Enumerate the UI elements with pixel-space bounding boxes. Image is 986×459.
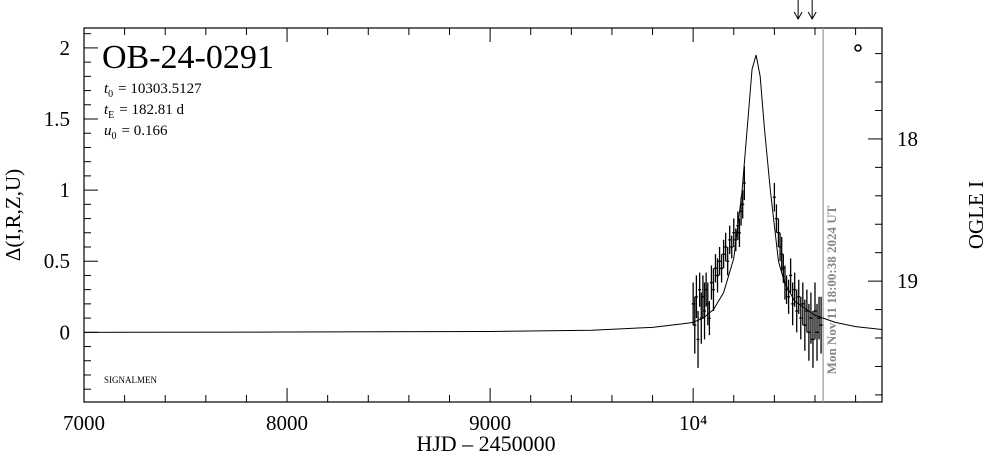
- error-bar: [732, 218, 736, 247]
- error-bar: [703, 282, 707, 340]
- timestamp: Mon Nov 11 18:00:38 2024 UT: [824, 205, 839, 374]
- parameter-symbol: t: [104, 102, 109, 118]
- error-bar: [789, 258, 793, 293]
- y2-tick-label: 18: [897, 127, 918, 151]
- x-axis-label: HJD – 2450000: [416, 431, 555, 456]
- error-bar: [730, 235, 734, 259]
- error-bar: [811, 310, 815, 368]
- plot-frame: [83, 27, 883, 403]
- y2-axis-label: OGLE I: [964, 181, 986, 249]
- error-bar: [698, 272, 702, 307]
- error-bar: [795, 289, 799, 333]
- parameter-subscript: 0: [108, 89, 113, 100]
- y2-tick-label: 19: [897, 269, 918, 293]
- error-bar: [724, 232, 728, 262]
- error-bar: [805, 289, 809, 333]
- error-bar: [803, 299, 807, 351]
- error-bar: [819, 296, 823, 354]
- parameter: u0 = 0.166: [104, 123, 168, 142]
- error-bar: [809, 292, 813, 344]
- error-bar: [694, 275, 698, 319]
- error-bar: [797, 279, 801, 314]
- plot-area: [84, 54, 882, 368]
- y-tick-label: 1: [60, 178, 71, 202]
- y-tick-label: 0.5: [44, 249, 70, 273]
- parameter-symbol: u: [104, 123, 112, 139]
- y-tick-label: 0: [60, 320, 71, 344]
- error-bar: [728, 225, 732, 255]
- parameter-subscript: E: [108, 110, 114, 121]
- y-tick-label: 1.5: [44, 107, 70, 131]
- error-bar: [815, 303, 819, 361]
- error-bar: [742, 165, 746, 201]
- symbol: [854, 44, 862, 52]
- error-bar: [799, 296, 803, 340]
- error-bar: [709, 265, 713, 300]
- x-tick-label: 7000: [63, 411, 105, 435]
- x-tick-label: 10⁴: [679, 411, 707, 435]
- error-bar: [780, 237, 784, 272]
- y-axis-label: Δ(I,R,Z,U): [1, 169, 25, 261]
- chart-title: OB-24-0291: [102, 39, 274, 76]
- error-bar: [696, 310, 700, 368]
- error-bar: [774, 204, 778, 233]
- error-bar: [785, 275, 789, 304]
- error-bar: [693, 296, 697, 354]
- error-bar: [722, 239, 726, 269]
- error-bar: [772, 183, 776, 212]
- error-bar: [713, 254, 717, 283]
- arrow: [793, 0, 803, 21]
- note: SIGNALMEN: [104, 375, 157, 385]
- error-bar: [787, 279, 791, 314]
- parameter-value: = 182.81 d: [119, 102, 184, 118]
- y-tick-label: 2: [60, 36, 71, 60]
- error-bar: [718, 246, 722, 276]
- parameter-value: = 10303.5127: [118, 81, 202, 97]
- x-tick-label: 8000: [266, 411, 308, 435]
- error-bar: [807, 303, 811, 361]
- error-bar: [734, 228, 738, 252]
- error-bar: [801, 282, 805, 326]
- error-bar: [720, 254, 724, 283]
- error-bar: [791, 282, 795, 326]
- error-bar: [726, 246, 730, 276]
- error-bar: [813, 282, 817, 340]
- error-bar: [699, 292, 703, 344]
- parameter: tE = 182.81 d: [104, 102, 184, 121]
- error-bar: [741, 190, 745, 219]
- error-bar: [716, 258, 720, 293]
- error-bar: [711, 268, 715, 311]
- parameter-symbol: t: [104, 81, 109, 97]
- error-bar: [737, 218, 741, 247]
- model-curve: [84, 54, 882, 333]
- error-bar: [817, 296, 821, 340]
- error-bar: [793, 272, 797, 307]
- parameter-subscript: 0: [112, 131, 117, 142]
- arrow: [807, 0, 817, 21]
- parameter: t0 = 10303.5127: [104, 81, 202, 100]
- error-bar: [707, 301, 711, 336]
- x-tick-label: 9000: [469, 411, 511, 435]
- parameter-value: = 0.166: [122, 123, 168, 139]
